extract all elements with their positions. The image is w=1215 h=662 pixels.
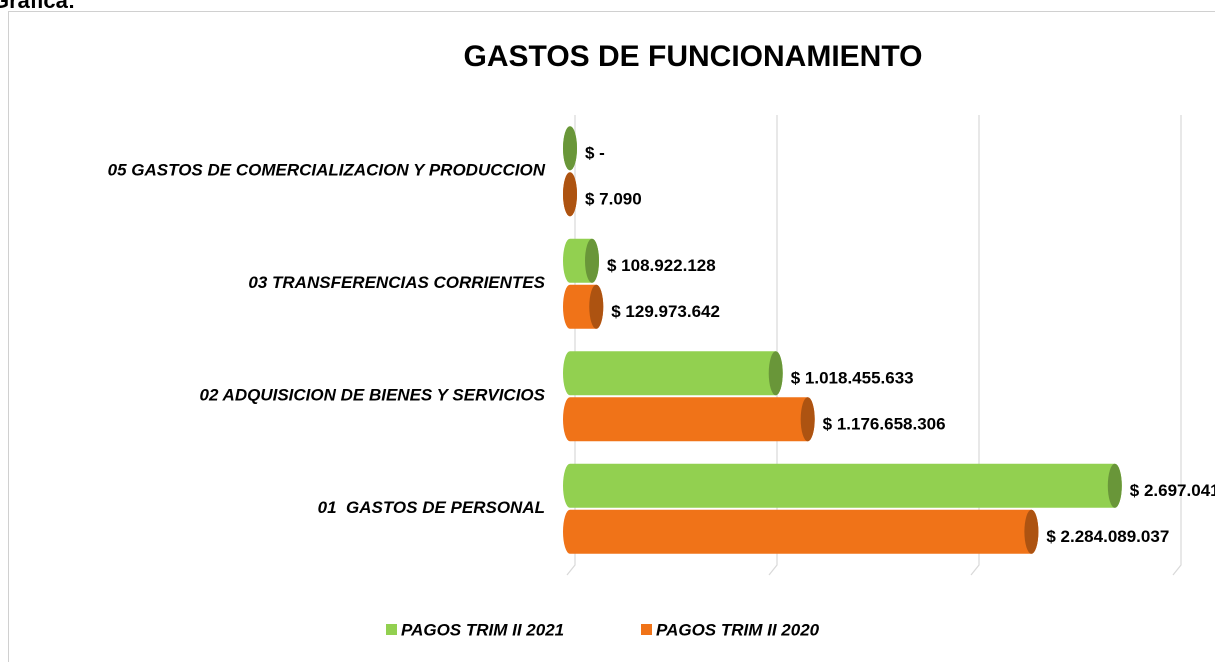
value-label: $ 2.697.041.960 [1130,481,1215,500]
bar [563,509,1039,554]
bar [563,463,1122,508]
legend-swatch [386,624,397,635]
value-label: $ 1.018.455.633 [791,369,914,388]
value-label: $ 1.176.658.306 [823,415,946,434]
bar-cap-shade [1107,463,1122,508]
chart-border [8,11,1215,662]
bar-cap-shade [800,397,815,442]
bar-cap [1024,509,1039,554]
grid-line [768,115,778,576]
bar-cap [1107,463,1122,508]
bar-cap-shade [768,351,783,396]
value-label: $ 108.922.128 [607,256,716,275]
category-label: 02 ADQUISICION DE BIENES Y SERVICIOS [200,386,546,405]
legend-label: PAGOS TRIM II 2021 [401,620,564,639]
grid-line [970,115,980,576]
bar-cap-shade [589,284,604,329]
grid-line [1172,115,1182,576]
value-label: $ 7.090 [585,190,642,209]
legend-swatch [641,624,652,635]
category-label: 05 GASTOS DE COMERCIALIZACION Y PRODUCCI… [108,161,546,180]
value-label: $ - [585,144,605,163]
bar-cap [768,351,783,396]
bar-cap-shade [1024,509,1039,554]
bar-cap-shade [585,238,600,283]
chart-title: GASTOS DE FUNCIONAMIENTO [464,40,923,73]
bar-cap [800,397,815,442]
category-label: 03 TRANSFERENCIAS CORRIENTES [248,273,545,292]
bar-cap [585,238,600,283]
bar [563,397,815,442]
bar-cap [589,284,604,329]
page-heading: Gráfica: [0,0,75,13]
bar-cap [563,126,577,171]
legend-label: PAGOS TRIM II 2020 [656,620,820,639]
bar-cap-shade [563,172,578,217]
value-label: $ 2.284.089.037 [1046,527,1169,546]
bar [563,351,783,396]
category-label: 01 GASTOS DE PERSONAL [318,498,545,517]
bar-cap-shade [563,126,577,171]
value-label: $ 129.973.642 [611,302,720,321]
bar-cap [563,172,578,217]
